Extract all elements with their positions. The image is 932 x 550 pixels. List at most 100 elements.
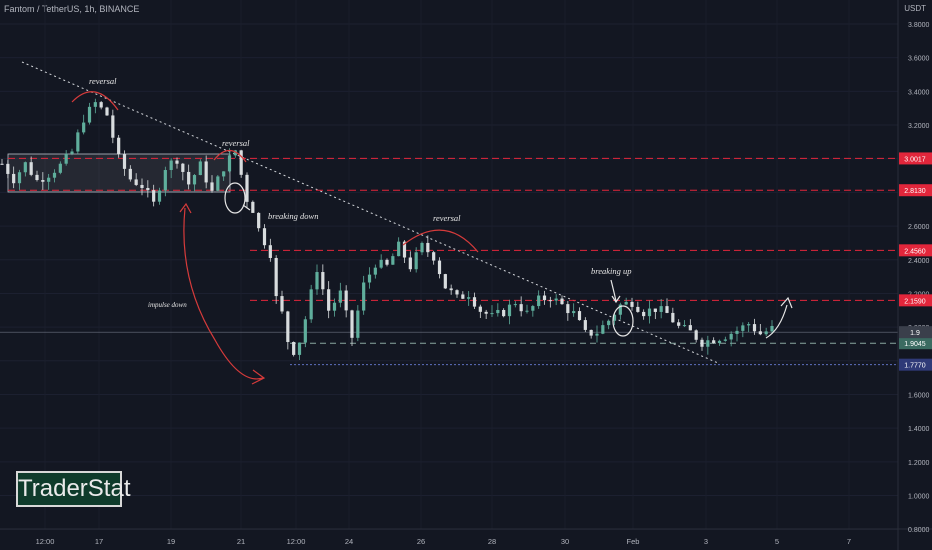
level-tag (899, 358, 932, 371)
y-tick-label: 1.2000 (908, 460, 930, 467)
candle-body (105, 107, 109, 116)
candle-body (437, 260, 442, 275)
candle-body (472, 297, 477, 307)
chart-legend-title: Fantom / TetherUS, 1h, BINANCE (4, 4, 140, 14)
level-tag-label: 2.4560 (904, 248, 926, 255)
candle-body (402, 241, 407, 258)
candle-body (17, 172, 22, 184)
y-tick-label: 2.6000 (908, 224, 930, 231)
candle-body (128, 168, 132, 180)
candle-body (729, 333, 733, 340)
candle-body (262, 228, 267, 246)
projection-arrowhead (780, 296, 793, 309)
candle-body (717, 340, 722, 344)
candle-body (706, 340, 710, 347)
candle-body (432, 252, 436, 261)
y-tick-label: 3.8000 (908, 22, 930, 29)
candle-body (502, 309, 506, 317)
candle-body (152, 190, 156, 202)
candle-body (449, 288, 453, 291)
candle-body (239, 150, 243, 175)
level-tag (899, 244, 932, 257)
projection-arrow (765, 304, 788, 339)
annotation-impulse-down: impulse down (148, 301, 187, 309)
candle-body (268, 245, 272, 258)
annotation-reversal-2: reversal (222, 138, 250, 148)
candle-body (426, 242, 430, 253)
candle-body (134, 179, 138, 185)
candle-body (169, 160, 173, 171)
currency-label: USDT (904, 4, 926, 13)
candle-body (70, 151, 74, 154)
candle-body (443, 274, 447, 289)
candle-body (23, 162, 27, 173)
impulse-start-tick (179, 202, 192, 214)
candle-body (362, 282, 366, 311)
candle-body (607, 320, 611, 326)
candle-body (76, 132, 80, 152)
x-axis[interactable]: 12:00 17 19 21 12:00 24 26 28 30 Feb 3 5 7 (36, 537, 851, 546)
candle-body (758, 331, 762, 335)
level-tag (899, 294, 932, 307)
candle-body (338, 290, 342, 303)
candle-body (560, 298, 564, 305)
candle-body (222, 171, 226, 177)
y-tick-label: 3.4000 (908, 89, 930, 96)
candle-body (47, 177, 51, 182)
x-tick-label: 28 (488, 537, 496, 546)
candle-body (735, 330, 739, 334)
candle-body (548, 300, 552, 302)
candle-body (461, 294, 465, 299)
annotation-reversal-3: reversal (433, 213, 461, 223)
x-tick-label: 5 (775, 537, 779, 546)
x-tick-label: 3 (704, 537, 708, 546)
candle-body (554, 298, 558, 301)
level-tag-label: 1.9045 (904, 341, 926, 348)
y-tick-label: 1.0000 (908, 494, 930, 501)
y-tick-label: 2.4000 (908, 258, 930, 265)
candle-body (712, 340, 716, 344)
candle-body (292, 342, 296, 355)
candle-body (397, 241, 401, 257)
y-axis[interactable]: 0.80001.00001.20001.40001.60001.80002.00… (908, 22, 930, 534)
x-tick-label: 17 (95, 537, 103, 546)
level-tag (899, 184, 932, 197)
candle-body (624, 301, 628, 305)
y-tick-label: 1.4000 (908, 426, 930, 433)
candle-body (12, 173, 16, 184)
candle-body (373, 267, 377, 275)
candle-body (274, 257, 278, 297)
candle-body (187, 171, 191, 185)
candle-body (280, 296, 284, 312)
candle-body (157, 190, 162, 202)
candle-body (122, 154, 127, 169)
last-price-tag (899, 326, 932, 339)
candle-body (414, 252, 418, 270)
x-tick-label: 12:00 (36, 537, 55, 546)
candle-body (484, 311, 488, 314)
candle-body (111, 115, 115, 138)
breakdown-circle (224, 182, 246, 214)
last-price-label: 1.9 (910, 330, 920, 337)
candle-body (332, 302, 337, 311)
candle-body (379, 259, 383, 268)
level-tag-label: 3.0017 (904, 156, 926, 163)
reversal-arc-1 (71, 91, 119, 111)
grid-lines (0, 23, 898, 530)
annotations (71, 91, 793, 385)
y-tick-label: 0.8000 (908, 527, 930, 534)
candle-body (659, 306, 663, 312)
candle-body (41, 180, 45, 182)
candle-body (513, 304, 517, 306)
candle-body (87, 106, 92, 123)
candle-body (420, 242, 424, 253)
candle-body (589, 329, 593, 336)
x-tick-label: 24 (345, 537, 353, 546)
candle-body (752, 324, 757, 332)
candle-body (286, 311, 290, 343)
candle-body (671, 312, 675, 323)
candle-body (595, 333, 599, 336)
candle-body (636, 306, 640, 312)
candle-body (385, 259, 389, 265)
